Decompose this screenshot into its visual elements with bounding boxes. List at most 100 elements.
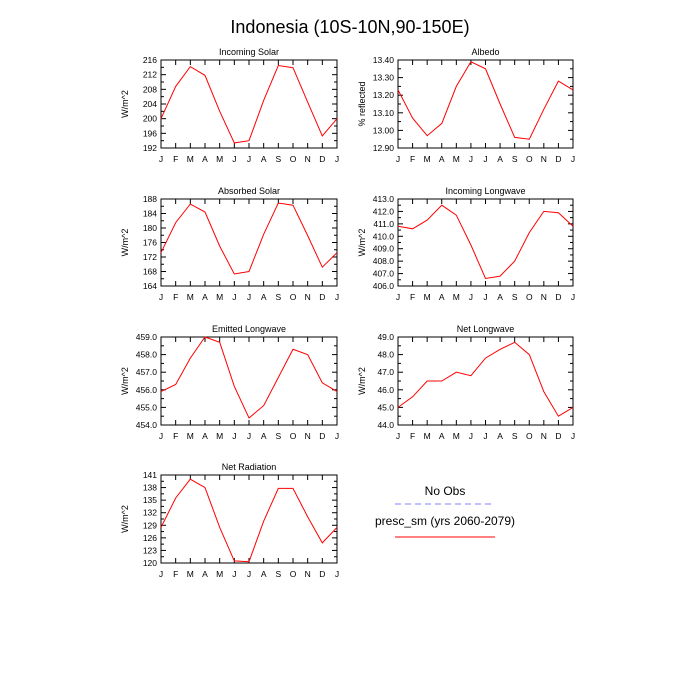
y-tick-label: 406.0 xyxy=(373,281,395,291)
y-tick-label: 407.0 xyxy=(373,269,395,279)
y-axis-label: W/m^2 xyxy=(120,505,130,533)
plot-frame xyxy=(160,59,338,149)
x-tick-label: J xyxy=(232,154,236,164)
y-axis-label: W/m^2 xyxy=(120,367,130,395)
x-tick-label: O xyxy=(290,154,297,164)
x-tick-label: F xyxy=(173,569,178,579)
x-tick-label: S xyxy=(275,431,281,441)
x-tick-label: M xyxy=(216,292,223,302)
x-tick-label: J xyxy=(396,292,400,302)
x-tick-label: J xyxy=(247,431,251,441)
y-tick-label: 48.0 xyxy=(377,350,394,360)
y-tick-label: 135 xyxy=(143,495,157,505)
x-tick-label: M xyxy=(424,292,431,302)
x-tick-label: J xyxy=(396,431,400,441)
panel-4: Incoming Longwave W/m^2 406.0 407.0 408.0 409… xyxy=(357,186,575,302)
y-tick-label: 196 xyxy=(143,128,157,138)
y-tick-label: 172 xyxy=(143,252,157,262)
x-tick-label: M xyxy=(187,431,194,441)
x-tick-label: A xyxy=(261,431,267,441)
x-tick-label: F xyxy=(410,154,415,164)
y-tick-label: 410.0 xyxy=(373,231,395,241)
panel-7: Net Radiation W/m^2 120 123 126 129 132 135 138 1… xyxy=(120,462,339,579)
x-tick-label: J xyxy=(335,569,339,579)
x-tick-label: J xyxy=(571,154,575,164)
plot-frame xyxy=(397,336,574,426)
x-tick-label: J xyxy=(335,431,339,441)
x-tick-label: J xyxy=(232,569,236,579)
x-tick-label: F xyxy=(173,292,178,302)
x-tick-label: M xyxy=(216,431,223,441)
y-tick-label: 132 xyxy=(143,508,157,518)
x-tick-label: J xyxy=(247,292,251,302)
panel-6: Net Longwave W/m^2 44.0 45.0 46.0 47.0 48.0 49.… xyxy=(357,324,575,441)
x-tick-label: F xyxy=(410,292,415,302)
x-tick-label: M xyxy=(216,154,223,164)
x-tick-label: A xyxy=(261,569,267,579)
panel-title: Absorbed Solar xyxy=(218,186,280,196)
series-line xyxy=(397,341,574,417)
x-tick-label: J xyxy=(571,431,575,441)
panel-3: Absorbed Solar W/m^2 164 168 172 176 180 184 188… xyxy=(120,186,339,302)
x-tick-label: J xyxy=(247,154,251,164)
x-tick-label: N xyxy=(541,154,547,164)
x-tick-label: J xyxy=(232,431,236,441)
y-tick-label: 188 xyxy=(143,194,157,204)
x-tick-label: O xyxy=(526,292,533,302)
y-tick-label: 49.0 xyxy=(377,332,394,342)
x-tick-label: D xyxy=(555,154,561,164)
y-tick-label: 411.0 xyxy=(373,219,394,229)
x-tick-label: A xyxy=(202,569,208,579)
y-tick-label: 47.0 xyxy=(377,367,394,377)
x-tick-label: J xyxy=(159,154,163,164)
y-tick-label: 408.0 xyxy=(373,256,395,266)
x-tick-label: D xyxy=(319,569,325,579)
x-tick-label: O xyxy=(526,154,533,164)
x-tick-label: S xyxy=(275,292,281,302)
x-tick-label: A xyxy=(439,431,445,441)
legend-model-label: presc_sm (yrs 2060-2079) xyxy=(375,514,515,528)
x-tick-label: A xyxy=(261,292,267,302)
y-tick-label: 455.0 xyxy=(136,402,158,412)
panel-title: Net Radiation xyxy=(222,462,277,472)
x-tick-label: J xyxy=(483,154,487,164)
y-tick-label: 13.10 xyxy=(373,108,395,118)
x-tick-label: S xyxy=(512,431,518,441)
panel-title: Albedo xyxy=(471,47,499,57)
x-tick-label: J xyxy=(469,431,473,441)
y-tick-label: 123 xyxy=(143,545,157,555)
y-tick-label: 44.0 xyxy=(377,420,394,430)
y-tick-label: 13.20 xyxy=(373,90,395,100)
y-tick-label: 457.0 xyxy=(136,367,158,377)
y-tick-label: 456.0 xyxy=(136,385,158,395)
y-tick-label: 176 xyxy=(143,238,157,248)
legend-obs-label: No Obs xyxy=(425,484,466,498)
series-line xyxy=(160,64,338,144)
x-tick-label: J xyxy=(469,154,473,164)
panel-title: Net Longwave xyxy=(457,324,515,334)
x-tick-label: O xyxy=(290,292,297,302)
x-tick-label: S xyxy=(275,569,281,579)
y-tick-label: 46.0 xyxy=(377,385,394,395)
y-tick-label: 13.40 xyxy=(373,55,395,65)
y-tick-label: 216 xyxy=(143,55,157,65)
y-tick-label: 141 xyxy=(143,470,157,480)
x-tick-label: A xyxy=(202,154,208,164)
x-tick-label: J xyxy=(335,292,339,302)
x-tick-label: S xyxy=(275,154,281,164)
x-tick-label: F xyxy=(173,431,178,441)
y-tick-label: 458.0 xyxy=(136,350,158,360)
y-axis-label: W/m^2 xyxy=(357,367,367,395)
x-tick-label: N xyxy=(541,292,547,302)
y-tick-label: 204 xyxy=(143,99,157,109)
x-tick-label: J xyxy=(396,154,400,164)
y-axis-label: % reflected xyxy=(357,81,367,126)
x-tick-label: M xyxy=(424,431,431,441)
y-tick-label: 212 xyxy=(143,70,157,80)
x-tick-label: J xyxy=(232,292,236,302)
panel-title: Incoming Solar xyxy=(219,47,279,57)
series-line xyxy=(160,202,338,275)
x-tick-label: A xyxy=(497,431,503,441)
x-tick-label: F xyxy=(173,154,178,164)
